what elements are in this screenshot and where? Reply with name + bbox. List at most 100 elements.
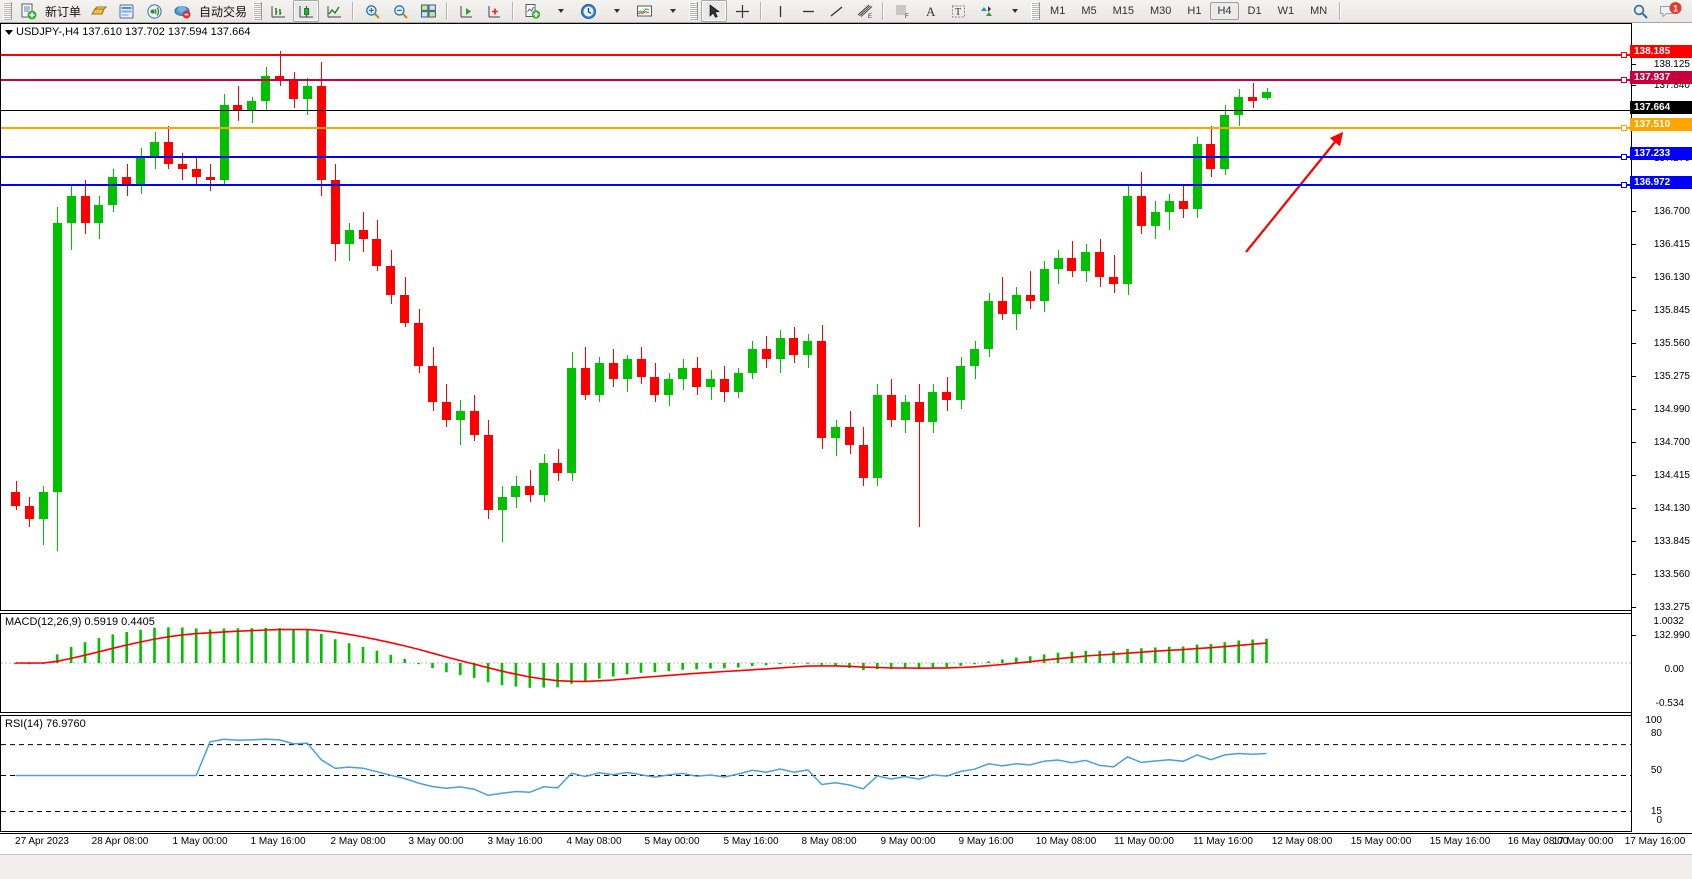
resistance-137937-handle[interactable]: [1621, 77, 1627, 83]
candle-body: [1220, 115, 1230, 170]
candle-body: [580, 368, 590, 395]
resistance-138185-handle[interactable]: [1621, 52, 1627, 58]
axis-price-label: 134.415: [1653, 470, 1690, 481]
text-label-icon[interactable]: T: [945, 0, 971, 22]
candle-body: [428, 365, 437, 403]
auto-trading-label[interactable]: 自动交易: [199, 4, 248, 19]
toolbar-grip-4[interactable]: [1031, 2, 1041, 20]
axis-tick: [1632, 211, 1636, 212]
zoom-out-icon[interactable]: [387, 0, 413, 22]
periods-dropdown-caret[interactable]: [603, 0, 629, 22]
candle-wick: [919, 384, 920, 528]
timeframe-d1[interactable]: D1: [1247, 5, 1262, 17]
fibonacci-retracement-icon[interactable]: F: [889, 0, 915, 22]
bar-chart-icon[interactable]: [265, 0, 291, 22]
notification-badge-icon[interactable]: 1: [1656, 0, 1686, 22]
candle-body: [233, 104, 243, 111]
support-137233-handle[interactable]: [1621, 154, 1627, 160]
toolbar-separator-2: [446, 2, 449, 20]
candle-body: [302, 86, 312, 100]
price-tag-last-price[interactable]: 137.664: [1630, 101, 1692, 114]
timeframe-mn[interactable]: MN: [1310, 5, 1328, 17]
expert-advisor-icon[interactable]: [169, 0, 195, 22]
candle-body: [108, 176, 118, 205]
candle-body: [455, 411, 465, 420]
autoscroll-icon[interactable]: [453, 0, 479, 22]
signal-icon[interactable]: [141, 0, 167, 22]
timeframe-m15[interactable]: M15: [1112, 5, 1134, 17]
candle-body: [886, 394, 896, 420]
candle-body: [1136, 196, 1146, 227]
time-axis-label: 15 May 16:00: [1429, 836, 1491, 847]
candle-body: [553, 462, 563, 474]
toolbar-grip-2[interactable]: [253, 2, 263, 20]
timeframe-h4[interactable]: H4: [1210, 2, 1239, 20]
axis-price-label: 138.125: [1653, 59, 1690, 70]
indicators-dropdown-caret[interactable]: [547, 0, 573, 22]
candle-body: [831, 427, 841, 438]
resistance-137937[interactable]: [1, 79, 1631, 81]
svg-text:F: F: [905, 14, 909, 20]
templates-dropdown-caret[interactable]: [659, 0, 685, 22]
price-axis[interactable]: 138.125137.840137.555137.270136.985136.7…: [1630, 23, 1692, 832]
resistance-138185[interactable]: [1, 54, 1631, 56]
templates-icon[interactable]: [631, 0, 657, 22]
macd-axis-label: 1.0032: [1653, 616, 1684, 627]
timeframe-m1[interactable]: M1: [1050, 5, 1066, 17]
collapse-arrow-icon[interactable]: [5, 29, 13, 35]
candle-body: [511, 486, 521, 498]
candlestick-chart-icon[interactable]: [293, 0, 320, 22]
time-axis-label: 5 May 16:00: [723, 836, 779, 847]
last-close-line[interactable]: [1, 110, 1631, 111]
rsi-pane[interactable]: RSI(14) 76.9760: [0, 715, 1632, 832]
vertical-line-icon[interactable]: [767, 0, 793, 22]
candle-body: [789, 337, 799, 356]
timeframe-h1[interactable]: H1: [1187, 5, 1202, 17]
new-order-icon[interactable]: [15, 0, 41, 22]
toolbar-grip[interactable]: [3, 2, 12, 20]
timeframe-m30[interactable]: M30: [1150, 5, 1172, 17]
candle-body: [733, 373, 743, 392]
price-tag-level-137510[interactable]: 137.510: [1630, 118, 1692, 131]
toolbar-grip-3[interactable]: [689, 2, 699, 20]
gold-bar-icon[interactable]: [85, 0, 111, 22]
support-137233[interactable]: [1, 156, 1631, 158]
crosshair-icon[interactable]: [729, 0, 755, 22]
time-axis[interactable]: 27 Apr 2023 28 Apr 08:00 1 May 00:00 1 May …: [0, 833, 1692, 856]
price-tag-level-136972[interactable]: 136.972: [1630, 176, 1692, 189]
price-tag-level-137233[interactable]: 137.233: [1630, 147, 1692, 160]
timeframe-w1[interactable]: W1: [1277, 5, 1295, 17]
periods-clock-icon[interactable]: [575, 0, 601, 22]
shapes-icon[interactable]: [973, 0, 999, 22]
chart-shift-icon[interactable]: [481, 0, 507, 22]
search-icon[interactable]: [1627, 0, 1653, 22]
axis-tick: [1632, 310, 1636, 311]
axis-divider: [1631, 23, 1632, 832]
text-icon[interactable]: A: [917, 0, 943, 22]
order-level-137510-handle[interactable]: [1621, 125, 1627, 131]
timeframe-m5[interactable]: M5: [1081, 5, 1097, 17]
price-tag-level-138185[interactable]: 138.185: [1630, 45, 1692, 58]
indicators-icon[interactable]: [519, 0, 545, 22]
price-pane[interactable]: USDJPY-,H4 137.610 137.702 137.594 137.6…: [0, 23, 1632, 611]
time-axis-label: 10 May 08:00: [1035, 836, 1097, 847]
macd-pane[interactable]: MACD(12,26,9) 0.5919 0.4405: [0, 613, 1632, 713]
trendline-icon[interactable]: [823, 0, 849, 22]
zoom-in-icon[interactable]: [359, 0, 385, 22]
horizontal-line-icon[interactable]: [795, 0, 821, 22]
shapes-dropdown-caret[interactable]: [1001, 0, 1027, 22]
support-136972[interactable]: [1, 184, 1631, 186]
price-tag-level-137937[interactable]: 137.937: [1630, 71, 1692, 84]
new-order-label[interactable]: 新订单: [45, 4, 82, 19]
bullish-trend-arrow[interactable]: [1, 24, 1631, 610]
rsi-axis-label: 50: [1650, 765, 1662, 776]
line-chart-icon[interactable]: [321, 0, 347, 22]
terminal-icon[interactable]: [113, 0, 139, 22]
fibonacci-expansion-icon[interactable]: E: [851, 0, 877, 22]
cursor-arrow-icon[interactable]: [701, 0, 728, 22]
support-136972-handle[interactable]: [1621, 182, 1627, 188]
order-level-137510[interactable]: [1, 127, 1631, 129]
chart-area[interactable]: USDJPY-,H4 137.610 137.702 137.594 137.6…: [0, 23, 1692, 879]
tile-windows-icon[interactable]: [415, 0, 441, 22]
